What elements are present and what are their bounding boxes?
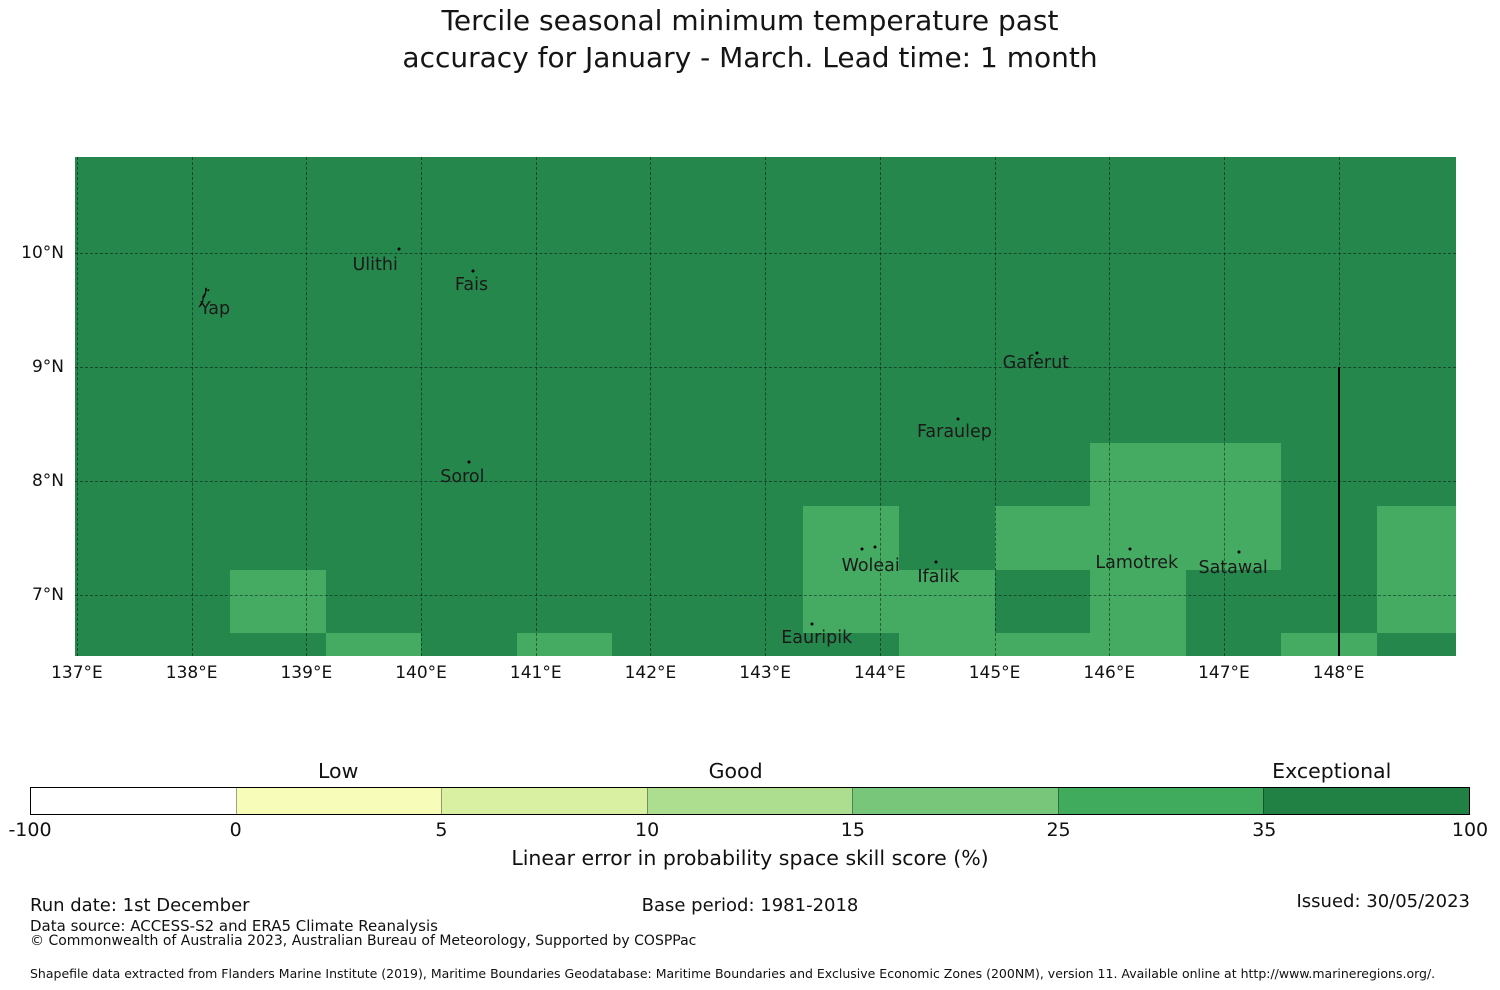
island-label: Faraulep [916, 422, 992, 442]
colorbar-category-label: Exceptional [1272, 759, 1392, 783]
island-dot [873, 545, 877, 549]
island-dot [860, 547, 863, 551]
colorbar-segment [852, 788, 1058, 814]
longitude-gridline [535, 157, 537, 656]
island-label: Satawal [1198, 558, 1268, 579]
colorbar-tick-label: 5 [435, 819, 448, 841]
longitude-gridline [994, 157, 996, 656]
yap-island-outline-icon [198, 287, 211, 313]
island-label: Ifalik [917, 567, 960, 588]
island-label: Ulithi [352, 254, 398, 275]
longitude-gridline [765, 157, 767, 656]
footer-data-source: Data source: ACCESS-S2 and ERA5 Climate … [30, 917, 438, 935]
skill-cell-25-35 [1185, 442, 1282, 570]
island-label: Sorol [440, 467, 485, 488]
colorbar-tick-label: 15 [840, 819, 865, 841]
longitude-tick-label: 140°E [395, 663, 447, 683]
longitude-tick-label: 142°E [624, 663, 677, 683]
skill-cell-25-35 [1090, 442, 1186, 656]
island-label: Gaferut [1002, 352, 1070, 373]
eez-boundary-line [1337, 366, 1340, 656]
longitude-gridline [650, 157, 652, 656]
island-dot [934, 560, 938, 564]
colorbar-tick-label: 35 [1252, 819, 1277, 841]
colorbar-tick-label: 10 [635, 819, 660, 841]
island-label: Fais [454, 275, 489, 296]
longitude-tick-label: 148°E [1312, 663, 1365, 683]
longitude-tick-label: 144°E [853, 663, 906, 683]
map-plot-area: Yap Ulithi Fais Sorol Gaferut Faraulep Woleai I… [75, 157, 1456, 656]
colorbar [30, 787, 1470, 815]
skill-cell-25-35 [1376, 506, 1456, 634]
island-dot [956, 417, 960, 421]
longitude-gridline [191, 157, 193, 656]
skill-cell-25-35 [803, 506, 899, 634]
figure-title-line-2: accuracy for January - March. Lead time:… [402, 41, 1098, 74]
footer-run-date: Run date: 1st December [30, 895, 250, 916]
colorbar-tick-label: 100 [1451, 819, 1489, 841]
colorbar-tick-label: 0 [229, 819, 242, 841]
island-label: Lamotrek [1095, 553, 1179, 573]
colorbar-tick-label: 25 [1046, 819, 1071, 841]
island-dot [1128, 547, 1132, 551]
footer-base-period: Base period: 1981-2018 [641, 895, 859, 916]
colorbar-segment [1057, 788, 1264, 814]
latitude-tick-label: 8°N [31, 470, 64, 491]
island-dot [397, 247, 401, 251]
skill-cell-25-35 [229, 569, 326, 634]
longitude-gridline [76, 157, 78, 656]
latitude-tick-label: 9°N [31, 356, 64, 377]
figure-title-line-1: Tercile seasonal minimum temperature pas… [441, 4, 1059, 37]
island-dot [1035, 351, 1039, 355]
footer-copyright: © Commonwealth of Australia 2023, Austra… [30, 933, 697, 949]
colorbar-segment [31, 788, 236, 814]
footer-shapefile-attribution: Shapefile data extracted from Flanders M… [30, 966, 1436, 981]
latitude-gridline [75, 480, 1456, 482]
island-dot [810, 622, 814, 626]
island-label: Woleai [841, 555, 900, 576]
longitude-tick-label: 137°E [51, 663, 103, 683]
skill-cell-25-35 [1281, 633, 1377, 656]
longitude-gridline [879, 157, 881, 656]
skill-cell-25-35 [516, 633, 613, 656]
latitude-tick-label: 10°N [21, 242, 64, 263]
skill-cell-25-35 [325, 633, 422, 656]
latitude-gridline [75, 252, 1456, 254]
skill-cell-25-35 [994, 506, 1091, 570]
colorbar-segment [1263, 788, 1470, 814]
footer-issued-date: Issued: 30/05/2023 [1296, 891, 1470, 912]
colorbar-tick-label: -100 [8, 819, 52, 841]
longitude-gridline [1223, 157, 1225, 656]
figure-title: Tercile seasonal minimum temperature pas… [0, 2, 1500, 76]
colorbar-category-label: Good [708, 759, 763, 783]
longitude-gridline [1109, 157, 1111, 656]
longitude-tick-label: 143°E [739, 663, 791, 683]
colorbar-segment [441, 788, 647, 814]
colorbar-segment [646, 788, 853, 814]
island-dot [471, 269, 475, 273]
colorbar-axis-label: Linear error in probability space skill … [511, 846, 989, 870]
longitude-gridline [306, 157, 308, 656]
island-dot [1237, 550, 1241, 554]
island-label: Yap [199, 298, 231, 319]
longitude-tick-label: 147°E [1198, 663, 1250, 683]
colorbar-category-label: Low [317, 759, 359, 783]
latitude-gridline [75, 366, 1456, 368]
latitude-tick-label: 7°N [31, 585, 64, 606]
island-dot [467, 460, 471, 464]
longitude-tick-label: 141°E [509, 663, 562, 683]
longitude-tick-label: 138°E [165, 663, 218, 683]
latitude-gridline [75, 595, 1456, 597]
longitude-tick-label: 146°E [1083, 663, 1136, 683]
colorbar-segment [235, 788, 442, 814]
island-label: Eauripik [781, 627, 853, 648]
longitude-gridline [421, 157, 423, 656]
skill-cell-25-35 [994, 633, 1091, 656]
skill-cell-25-35 [899, 569, 995, 656]
longitude-tick-label: 145°E [968, 663, 1021, 683]
longitude-tick-label: 139°E [280, 663, 333, 683]
